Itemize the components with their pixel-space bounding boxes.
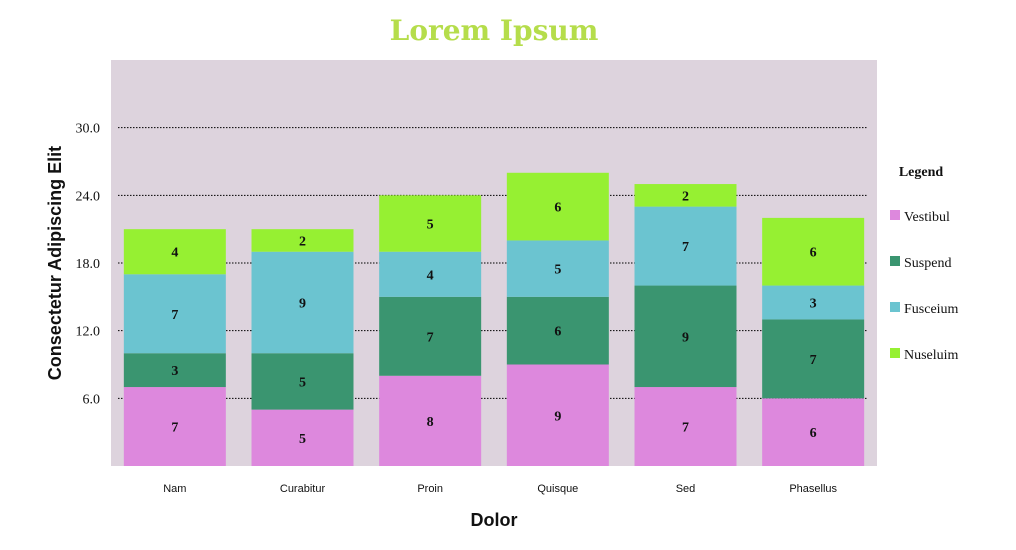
chart-title: Lorem Ipsum bbox=[390, 14, 599, 47]
data-label: 7 bbox=[810, 353, 817, 368]
y-tick-label: 18.0 bbox=[76, 257, 101, 272]
bar-segment bbox=[251, 409, 354, 466]
legend-swatch bbox=[890, 256, 900, 266]
bar-segment bbox=[379, 375, 482, 466]
x-tick-label: Nam bbox=[163, 483, 186, 495]
data-label: 2 bbox=[299, 234, 306, 249]
data-label: 7 bbox=[171, 421, 178, 436]
data-label: 4 bbox=[171, 246, 178, 261]
data-label: 2 bbox=[682, 189, 689, 204]
data-label: 3 bbox=[810, 296, 817, 311]
y-tick-label: 6.0 bbox=[83, 392, 101, 407]
bar-segment bbox=[123, 229, 226, 275]
data-label: 4 bbox=[427, 268, 434, 283]
data-label: 7 bbox=[682, 240, 689, 255]
bar-segment bbox=[634, 206, 737, 286]
legend-swatch bbox=[890, 210, 900, 220]
data-label: 9 bbox=[682, 330, 689, 345]
bar-segment bbox=[251, 251, 354, 354]
bar-segment bbox=[506, 364, 609, 466]
legend-item-label: Fusceium bbox=[904, 302, 959, 317]
legend-item-label: Nuseluim bbox=[904, 348, 959, 363]
x-tick-label: Quisque bbox=[537, 483, 578, 495]
data-label: 5 bbox=[554, 263, 561, 278]
bar-segment bbox=[123, 353, 226, 388]
bar-segment bbox=[634, 285, 737, 388]
legend-item-label: Vestibul bbox=[904, 210, 950, 225]
bar-segment bbox=[251, 229, 354, 252]
x-axis-categories: Nam Curabitur Proin Quisque Sed Phasellus bbox=[163, 483, 837, 495]
bar-segment bbox=[762, 319, 865, 399]
y-axis-label: Consectetur Adipiscing Elit bbox=[45, 146, 65, 380]
bar-segment bbox=[123, 274, 226, 354]
y-tick-label: 30.0 bbox=[76, 122, 101, 137]
legend-swatch bbox=[890, 302, 900, 312]
bar-segment bbox=[506, 172, 609, 241]
data-label: 7 bbox=[171, 308, 178, 323]
x-tick-label: Proin bbox=[417, 483, 443, 495]
bar-segment bbox=[379, 296, 482, 376]
bar-segment bbox=[379, 195, 482, 252]
grid-lines bbox=[118, 127, 868, 399]
bar-segment bbox=[634, 184, 737, 207]
x-axis-label: Dolor bbox=[471, 510, 518, 530]
y-axis-ticks: 6.0 12.0 18.0 24.0 30.0 bbox=[76, 122, 101, 408]
data-label: 9 bbox=[554, 409, 561, 424]
data-label: 5 bbox=[427, 218, 434, 233]
legend-item-label: Suspend bbox=[904, 256, 951, 271]
data-label: 7 bbox=[682, 421, 689, 436]
bar-segment bbox=[634, 387, 737, 466]
legend-title: Legend bbox=[899, 165, 944, 180]
y-tick-label: 12.0 bbox=[76, 325, 101, 340]
bar-segment bbox=[251, 353, 354, 410]
y-tick-label: 24.0 bbox=[76, 189, 101, 204]
data-label: 6 bbox=[810, 426, 817, 441]
legend: Legend Vestibul Suspend Fusceium Nuseluim bbox=[890, 165, 959, 363]
data-label: 5 bbox=[299, 432, 306, 447]
legend-swatch bbox=[890, 348, 900, 358]
data-label: 9 bbox=[299, 296, 306, 311]
data-label: 6 bbox=[810, 246, 817, 261]
data-label: 6 bbox=[554, 201, 561, 216]
bar-segment bbox=[762, 285, 865, 320]
x-tick-label: Sed bbox=[676, 483, 696, 495]
x-tick-label: Curabitur bbox=[280, 483, 326, 495]
data-label: 6 bbox=[554, 325, 561, 340]
bar-segment bbox=[123, 387, 226, 466]
bars: 7 3 7 4 5 5 9 2 8 7 4 5 9 6 5 6 7 9 7 2 6 7 3 6 bbox=[123, 172, 865, 466]
bar-segment bbox=[379, 251, 482, 297]
bar-segment bbox=[506, 240, 609, 297]
data-label: 8 bbox=[427, 415, 434, 430]
bar-segment bbox=[762, 217, 865, 286]
bar-segment bbox=[762, 398, 865, 466]
data-label: 5 bbox=[299, 375, 306, 390]
bar-segment bbox=[506, 296, 609, 365]
x-tick-label: Phasellus bbox=[789, 483, 837, 495]
data-label: 7 bbox=[427, 330, 434, 345]
data-label: 3 bbox=[171, 364, 178, 379]
